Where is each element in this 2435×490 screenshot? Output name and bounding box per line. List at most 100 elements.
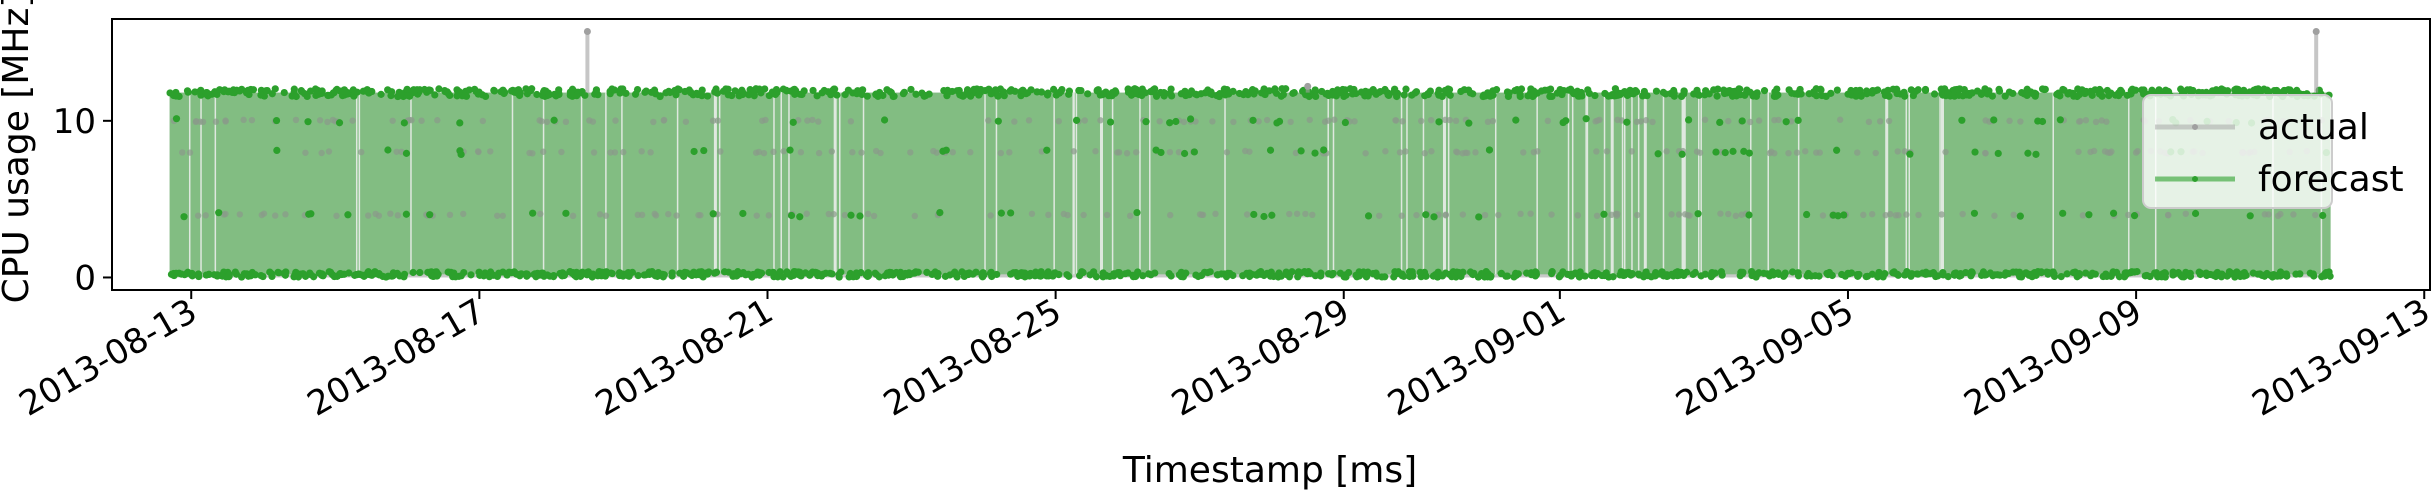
actual-point [1517, 210, 1524, 218]
actual-point [1854, 149, 1861, 156]
actual-point [1097, 117, 1104, 124]
actual-point [1166, 148, 1174, 156]
actual-point [647, 149, 654, 156]
forecast-point [1655, 270, 1663, 278]
forecast-point [1527, 271, 1535, 279]
forecast-point [2309, 270, 2317, 278]
forecast-point [1739, 268, 1747, 276]
forecast-point [573, 92, 581, 100]
forecast-point [1266, 146, 1275, 154]
forecast-point [1270, 272, 1278, 281]
forecast-point [1398, 270, 1406, 278]
actual-point [1286, 210, 1293, 218]
forecast-point [1741, 91, 1749, 99]
forecast-point [986, 269, 995, 277]
forecast-point [1024, 271, 1032, 279]
forecast-gap [410, 92, 412, 275]
forecast-gap [1400, 92, 1403, 275]
actual-point [1594, 117, 1601, 124]
forecast-point [2075, 90, 2083, 99]
actual-point [526, 149, 533, 157]
forecast-point [830, 85, 838, 93]
forecast-point [460, 269, 468, 277]
forecast-point [566, 88, 574, 96]
actual-point [1028, 210, 1036, 217]
actual-point [537, 210, 544, 218]
forecast-point [1446, 91, 1454, 99]
forecast-points [166, 85, 2334, 281]
forecast-point [247, 272, 255, 280]
forecast-point [1167, 272, 1175, 280]
forecast-point [690, 147, 698, 156]
actual-point [1991, 212, 1998, 219]
forecast-point [220, 88, 228, 96]
forecast-point [402, 210, 410, 218]
forecast-point [1460, 86, 1468, 94]
forecast-point [2177, 85, 2185, 93]
forecast-point [180, 213, 188, 221]
forecast-gap [773, 92, 775, 275]
forecast-point [2105, 92, 2113, 100]
legend-entry-forecast: forecast [2155, 159, 2404, 200]
forecast-point [1127, 91, 1136, 99]
forecast-point [1995, 85, 2003, 93]
x-tick-label: 2013-09-13 [2246, 291, 2435, 424]
actual-point [638, 148, 645, 155]
forecast-point [1342, 91, 1350, 99]
forecast-point [697, 90, 705, 98]
actual-point [333, 212, 340, 220]
forecast-point [1772, 92, 1780, 100]
forecast-point [907, 85, 915, 94]
forecast-point [1559, 118, 1567, 127]
forecast-point [1157, 88, 1165, 97]
actual-point [803, 210, 810, 217]
actual-point [1459, 211, 1467, 218]
forecast-point [1988, 92, 1996, 100]
forecast-point [1201, 89, 1209, 97]
actual-point [1608, 211, 1615, 219]
forecast-point [2024, 149, 2032, 157]
x-tick-label: 2013-08-29 [1165, 291, 1356, 424]
actual-point [292, 116, 300, 124]
forecast-point [245, 90, 253, 99]
forecast-point [2109, 268, 2117, 276]
forecast-gap [355, 92, 358, 275]
forecast-point [1959, 92, 1967, 100]
forecast-gap [1494, 92, 1497, 275]
forecast-point [1206, 268, 1214, 276]
forecast-point [1253, 271, 1261, 279]
forecast-point [420, 85, 429, 94]
forecast-gap [1332, 92, 1335, 275]
forecast-point [796, 213, 804, 221]
forecast-point [1827, 89, 1835, 97]
forecast-point [1885, 92, 1893, 100]
y-axis-label: CPU usage [MHz] [0, 0, 37, 303]
actual-point [1114, 149, 1121, 156]
forecast-point [1785, 86, 1793, 94]
forecast-point [384, 146, 392, 154]
forecast-point [2186, 272, 2194, 280]
forecast-point [1311, 149, 1319, 157]
forecast-point [1408, 91, 1416, 99]
forecast-point [2044, 269, 2053, 277]
actual-point [1442, 116, 1449, 124]
forecast-point [1006, 87, 1014, 95]
actual-point [1793, 149, 1801, 156]
forecast-point [1781, 269, 1789, 277]
forecast-gap [1662, 92, 1665, 275]
actual-point [1637, 118, 1645, 125]
forecast-point [317, 89, 326, 98]
forecast-point [951, 268, 959, 276]
forecast-point [166, 89, 174, 97]
forecast-point [654, 268, 662, 277]
actual-point [316, 117, 324, 124]
forecast-point [1990, 116, 1998, 124]
actual-point [1614, 116, 1621, 124]
forecast-point [1152, 146, 1160, 154]
forecast-point [1530, 87, 1538, 95]
forecast-point [1729, 147, 1737, 155]
forecast-gap [718, 92, 721, 275]
actual-point [1321, 118, 1329, 125]
forecast-point [2029, 270, 2037, 278]
forecast-point [1611, 85, 1619, 93]
